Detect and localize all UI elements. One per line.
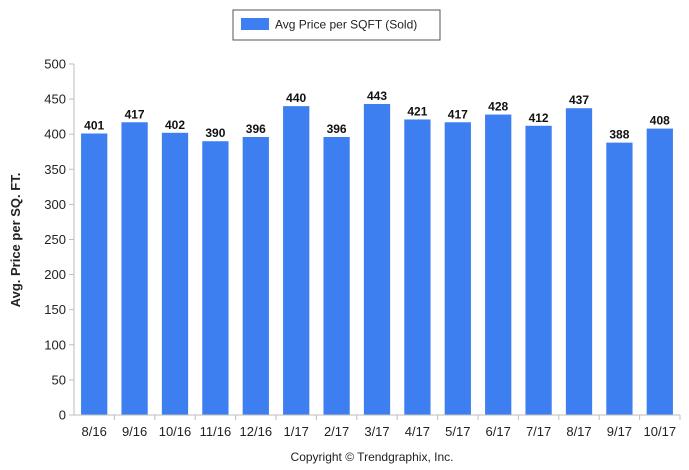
bar-data-label: 396 bbox=[327, 122, 347, 136]
bar bbox=[81, 133, 108, 416]
bar bbox=[363, 104, 391, 415]
bar-data-labels: 401 417 402 390 396 440 396 443 421 417 428 412 437 3… bbox=[84, 89, 670, 142]
bar bbox=[323, 137, 350, 415]
x-tick-label: 12/16 bbox=[240, 424, 273, 439]
bar-data-label: 443 bbox=[367, 89, 387, 103]
bar bbox=[525, 125, 552, 415]
bar bbox=[121, 122, 148, 416]
bar-data-label: 408 bbox=[650, 114, 670, 128]
y-axis-label: Avg. Price per SQ. FT. bbox=[8, 173, 23, 308]
y-tick-label: 350 bbox=[44, 162, 66, 177]
x-tick-label: 5/17 bbox=[445, 424, 470, 439]
y-tick-label: 150 bbox=[44, 302, 66, 317]
bar-data-label: 402 bbox=[165, 118, 185, 132]
bar bbox=[646, 128, 673, 416]
bar-data-label: 396 bbox=[246, 122, 266, 136]
x-tick-label: 11/16 bbox=[200, 424, 232, 439]
x-tick-label: 9/16 bbox=[122, 424, 147, 439]
bar-data-label: 417 bbox=[448, 107, 468, 121]
bar-data-label: 417 bbox=[125, 107, 145, 121]
y-tick-label: 300 bbox=[44, 197, 66, 212]
x-tick-label: 3/17 bbox=[364, 424, 389, 439]
bar bbox=[283, 106, 310, 416]
y-tick-label: 250 bbox=[44, 232, 66, 247]
bar-data-label: 390 bbox=[205, 126, 225, 140]
x-tick-label: 8/17 bbox=[566, 424, 591, 439]
bar bbox=[485, 114, 512, 415]
x-axis: 8/16 9/16 10/16 11/16 12/16 1/17 2/17 3/17 4/17 5… bbox=[82, 415, 681, 439]
bar bbox=[161, 132, 189, 415]
y-tick-label: 500 bbox=[44, 57, 66, 72]
bar-data-label: 412 bbox=[529, 111, 549, 125]
legend: Avg Price per SQFT (Sold) bbox=[232, 9, 441, 41]
x-tick-label: 8/16 bbox=[82, 424, 107, 439]
x-tick-label: 4/17 bbox=[405, 424, 430, 439]
y-tick-label: 50 bbox=[52, 372, 66, 387]
bar bbox=[404, 119, 431, 415]
copyright-text: Copyright © Trendgraphix, Inc. bbox=[291, 450, 454, 464]
x-tick-label: 10/16 bbox=[159, 424, 192, 439]
bar bbox=[444, 122, 471, 416]
x-tick-label: 1/17 bbox=[284, 424, 309, 439]
bar-data-label: 440 bbox=[286, 91, 306, 105]
bar-data-label: 437 bbox=[569, 93, 589, 107]
x-tick-label: 10/17 bbox=[644, 424, 677, 439]
bar bbox=[242, 137, 269, 415]
y-tick-label: 100 bbox=[44, 337, 66, 352]
y-tick-label: 200 bbox=[44, 267, 66, 282]
x-tick-label: 9/17 bbox=[607, 424, 632, 439]
bar-data-label: 421 bbox=[407, 104, 427, 118]
x-tick-label: 6/17 bbox=[486, 424, 511, 439]
y-tick-label: 400 bbox=[44, 127, 66, 142]
bar-data-label: 401 bbox=[84, 118, 104, 132]
bar-data-label: 428 bbox=[488, 100, 508, 114]
y-tick-label: 0 bbox=[59, 408, 66, 423]
legend-swatch bbox=[241, 18, 269, 30]
bar bbox=[606, 142, 633, 415]
bar bbox=[565, 108, 593, 415]
x-tick-label: 2/17 bbox=[324, 424, 349, 439]
y-axis: 0 50 100 150 200 250 300 350 400 450 500 bbox=[44, 57, 74, 423]
legend-label: Avg Price per SQFT (Sold) bbox=[275, 18, 417, 32]
bar bbox=[202, 141, 229, 415]
bars bbox=[81, 104, 673, 416]
bar-data-label: 388 bbox=[609, 128, 629, 142]
x-tick-label: 7/17 bbox=[526, 424, 551, 439]
y-tick-label: 450 bbox=[44, 92, 66, 107]
